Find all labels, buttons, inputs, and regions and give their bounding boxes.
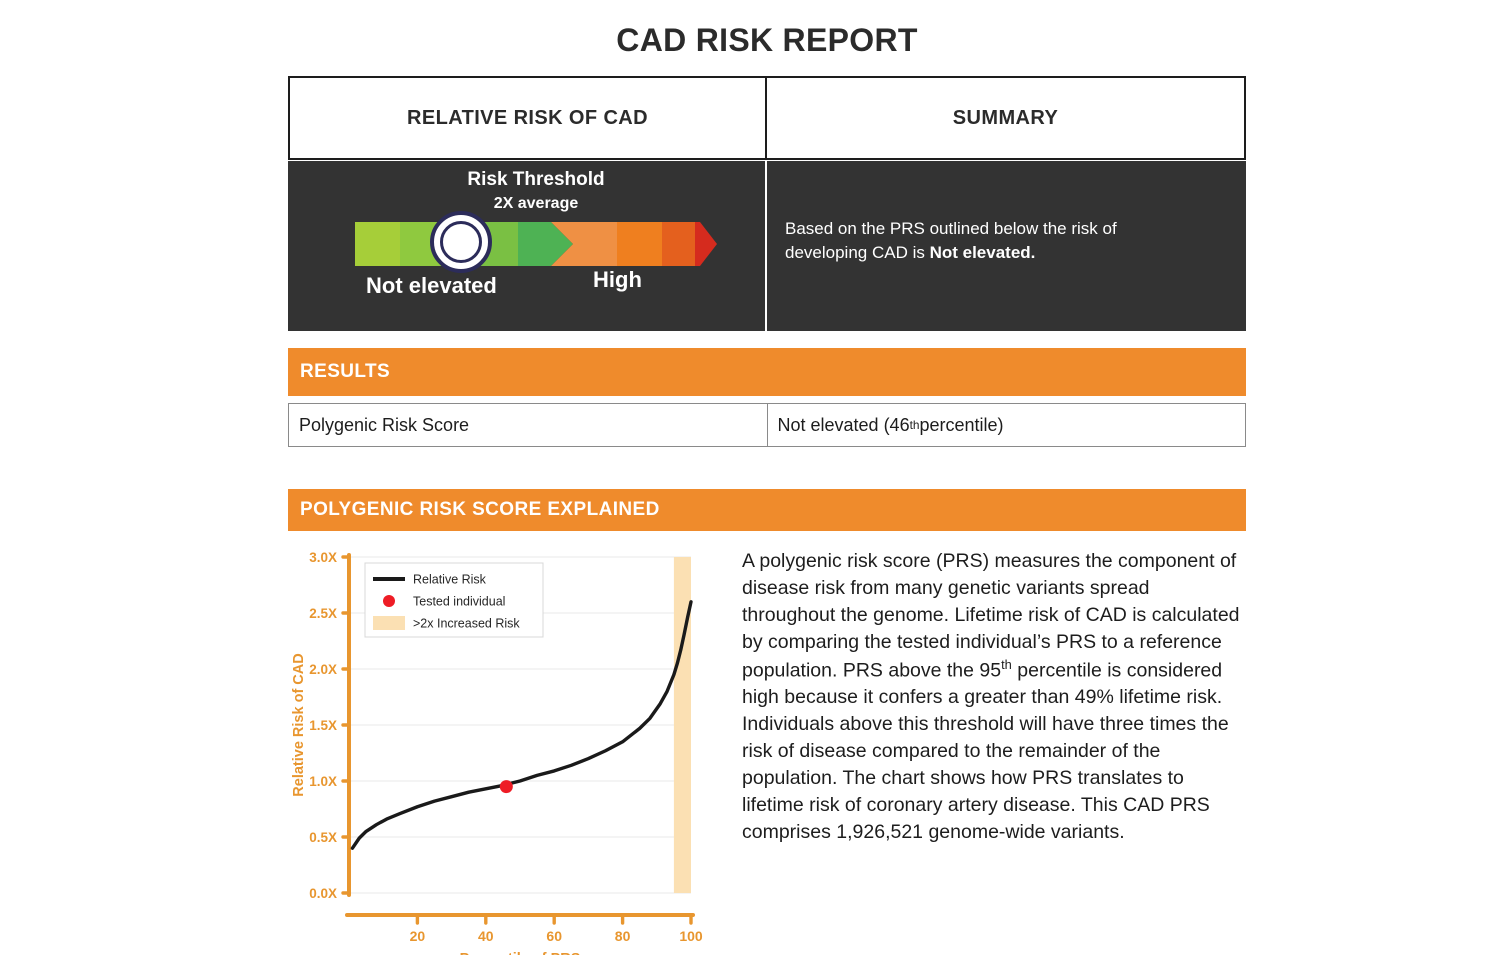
svg-text:Percentile of PRS: Percentile of PRS xyxy=(460,951,581,955)
chart-series-relative-risk xyxy=(350,600,693,850)
prs-explanation-part-1: A polygenic risk score (PRS) measures th… xyxy=(742,550,1240,682)
gauge-position-marker xyxy=(430,211,492,273)
svg-text:80: 80 xyxy=(615,928,631,944)
svg-text:>2x Increased Risk: >2x Increased Risk xyxy=(413,617,520,631)
svg-text:0.0X: 0.0X xyxy=(309,886,337,901)
prs-explained-section-title: POLYGENIC RISK SCORE EXPLAINED xyxy=(300,499,660,520)
prs-explanation-paragraph: A polygenic risk score (PRS) measures th… xyxy=(742,548,1242,845)
svg-text:100: 100 xyxy=(679,928,703,944)
chart-shaded-region xyxy=(673,557,691,893)
results-section-header: RESULTS xyxy=(288,348,1246,396)
svg-text:2.0X: 2.0X xyxy=(309,662,337,677)
prs-explained-section-header: POLYGENIC RISK SCORE EXPLAINED xyxy=(288,489,1246,531)
header-cell-summary: SUMMARY xyxy=(952,106,1059,129)
svg-text:40: 40 xyxy=(478,928,494,944)
summary-line-1: Based on the PRS outlined below the risk… xyxy=(785,219,1117,238)
chart-x-tick-labels: 20 40 60 80 100 xyxy=(410,928,703,944)
risk-panel-row: Risk Threshold 2X average xyxy=(288,161,1246,331)
risk-threshold-subtitle: 2X average xyxy=(493,195,579,212)
results-value-superscript: th xyxy=(909,418,920,432)
results-value-prefix: Not elevated (46 xyxy=(777,414,910,435)
summary-line-2-bold: Not elevated. xyxy=(929,243,1036,263)
svg-text:3.0X: 3.0X xyxy=(309,550,337,565)
gauge-label-not-elevated: Not elevated xyxy=(366,273,497,298)
prs-risk-chart: 0.0X 0.5X 1.0X 1.5X 2.0X 2.5X 3.0X 20 40 60 80 100… xyxy=(287,545,717,955)
risk-threshold-caption: Risk Threshold 2X average xyxy=(396,169,676,213)
svg-text:Relative Risk: Relative Risk xyxy=(413,573,487,587)
gauge-orange-group xyxy=(551,222,717,266)
svg-text:Relative Risk of CAD: Relative Risk of CAD xyxy=(291,653,307,796)
svg-text:1.0X: 1.0X xyxy=(309,774,337,789)
gauge-label-high: High xyxy=(593,267,642,292)
prs-explanation-part-2: percentile is considered high because it… xyxy=(742,659,1229,843)
chart-axis-labels: Percentile of PRS Relative Risk of CAD xyxy=(291,653,581,955)
prs-explanation-superscript: th xyxy=(1001,656,1012,672)
header-table: RELATIVE RISK OF CAD SUMMARY xyxy=(288,76,1246,160)
chart-legend: Relative Risk Tested individual >2x Increa… xyxy=(364,562,544,638)
svg-text:20: 20 xyxy=(410,928,426,944)
relative-risk-panel: Risk Threshold 2X average xyxy=(288,161,767,331)
results-row-label: Polygenic Risk Score xyxy=(289,404,768,446)
risk-gauge xyxy=(355,222,717,266)
results-value-suffix: percentile) xyxy=(919,414,1004,435)
chart-gridlines xyxy=(349,556,691,894)
summary-text: Based on the PRS outlined below the risk… xyxy=(785,217,1215,265)
svg-text:0.5X: 0.5X xyxy=(309,830,337,845)
results-row-value: Not elevated (46 th percentile) xyxy=(768,404,1246,446)
chart-y-tick-labels: 0.0X 0.5X 1.0X 1.5X 2.0X 2.5X 3.0X xyxy=(309,550,337,901)
chart-series-tested-individual xyxy=(499,780,513,794)
svg-text:60: 60 xyxy=(546,928,562,944)
chart-axes xyxy=(341,553,695,925)
svg-text:1.5X: 1.5X xyxy=(309,718,337,733)
header-cell-relative-risk: RELATIVE RISK OF CAD xyxy=(290,78,767,158)
svg-text:Tested individual: Tested individual xyxy=(413,595,505,609)
summary-line-2-prefix: developing CAD is xyxy=(785,243,930,263)
page-title: CAD RISK REPORT xyxy=(616,22,918,58)
risk-threshold-title: Risk Threshold xyxy=(467,169,605,190)
results-section-title: RESULTS xyxy=(300,361,391,382)
svg-text:2.5X: 2.5X xyxy=(309,606,337,621)
summary-panel: Based on the PRS outlined below the risk… xyxy=(767,161,1246,331)
results-table: Polygenic Risk Score Not elevated (46 th … xyxy=(288,403,1246,447)
